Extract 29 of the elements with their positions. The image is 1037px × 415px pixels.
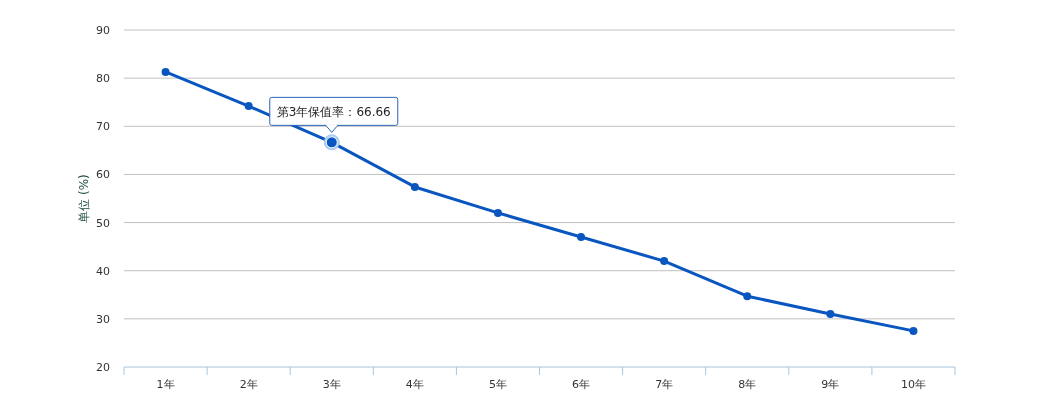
y-tick-label: 80 [96, 72, 110, 86]
y-axis-title: 单位 (%) [77, 174, 91, 223]
annotation: 第3年保值率：66.66 [276, 105, 391, 120]
y-tick-label: 40 [96, 264, 110, 278]
x-tick-label: 7年 [655, 378, 674, 391]
point [909, 326, 918, 335]
point [743, 292, 752, 301]
x-tick-label: 5年 [488, 378, 507, 391]
point [493, 208, 502, 217]
y-tick-label: 50 [96, 216, 110, 230]
x-tick-label: 8年 [738, 378, 757, 391]
y-tick-label: 70 [96, 120, 110, 134]
x-tick-label: 2年 [239, 378, 258, 391]
point [244, 102, 253, 111]
x-tick-label: 4年 [405, 378, 424, 391]
point [826, 310, 835, 319]
x-tick-label: 6年 [572, 378, 591, 391]
point [660, 257, 669, 266]
point [161, 67, 170, 76]
y-tick-label: 20 [96, 361, 110, 374]
x-tick-label: 9年 [821, 378, 840, 391]
y-tick-label: 60 [96, 168, 110, 182]
x-tick-label: 10年 [900, 378, 926, 391]
x-tick-label: 1年 [156, 378, 175, 391]
y-tick-label: 90 [96, 24, 110, 37]
point [577, 233, 586, 242]
point [410, 182, 419, 191]
x-tick-label: 3年 [322, 378, 341, 391]
y-tick-label: 30 [96, 312, 110, 326]
